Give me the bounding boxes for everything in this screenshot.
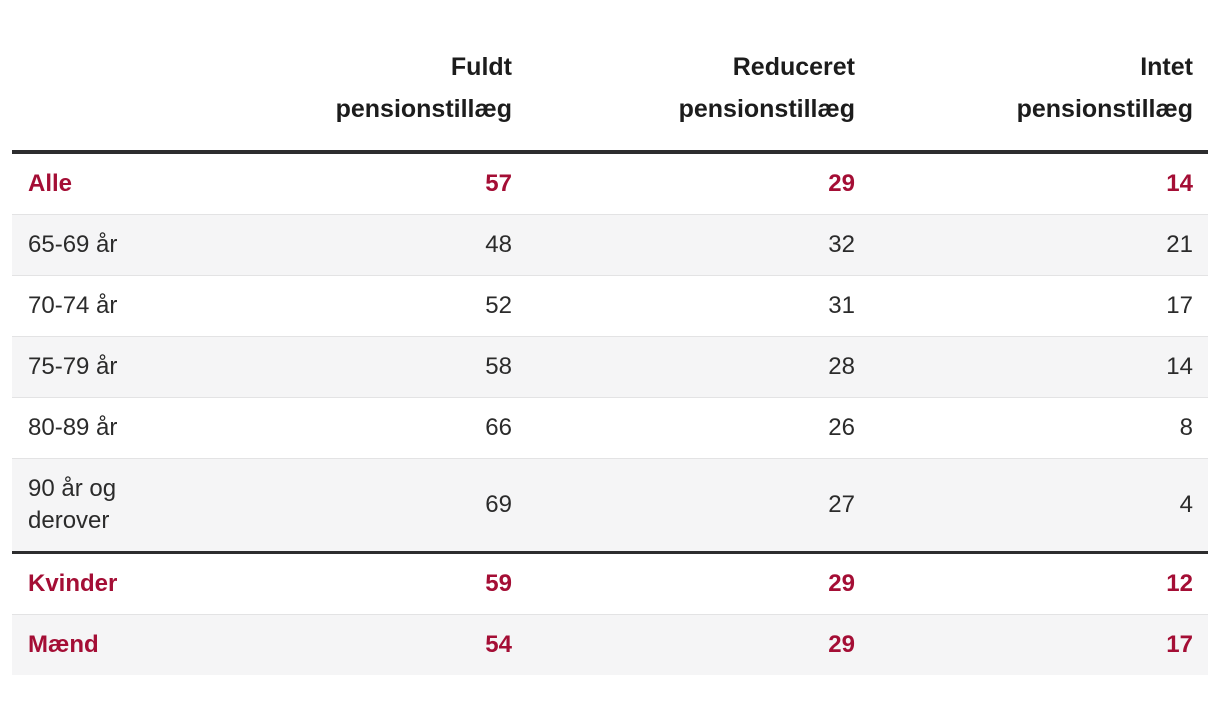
cell-value: 29 bbox=[512, 614, 855, 675]
cell-value: 12 bbox=[1166, 570, 1193, 597]
row-label: 80-89 år bbox=[12, 397, 162, 459]
cell-value: 57 bbox=[485, 170, 512, 197]
cell-value: 69 bbox=[162, 458, 512, 554]
table-row-maend: Mænd 54 29 17 bbox=[12, 614, 1208, 675]
cell-value: 26 bbox=[512, 397, 855, 459]
cell-value: 54 bbox=[162, 614, 512, 675]
cell-value: 17 bbox=[855, 614, 1208, 675]
row-label: Alle bbox=[28, 170, 73, 197]
table-row-90-plus: 90 år og derover 69 27 4 bbox=[12, 458, 1208, 554]
table-row-70-74: 70-74 år 52 31 17 bbox=[12, 275, 1208, 337]
header-row: Fuldt pensionstillæg Reduceret pensionst… bbox=[12, 36, 1208, 154]
cell-value: 31 bbox=[512, 275, 855, 337]
row-label: 65-69 år bbox=[12, 214, 162, 276]
cell-value: 59 bbox=[485, 570, 512, 597]
pension-supplement-table: Fuldt pensionstillæg Reduceret pensionst… bbox=[12, 36, 1208, 675]
cell-value: 4 bbox=[855, 458, 1208, 554]
cell-value: 48 bbox=[162, 214, 512, 276]
cell-value: 66 bbox=[162, 397, 512, 459]
table-body: Alle 57 29 14 65-69 år 48 32 21 70-74 år… bbox=[12, 152, 1208, 675]
row-label: 90 år og derover bbox=[12, 458, 162, 554]
cell-value: 29 bbox=[828, 570, 855, 597]
stub-header bbox=[12, 36, 162, 154]
cell-value: 14 bbox=[1166, 170, 1193, 197]
cell-value: 58 bbox=[162, 336, 512, 398]
table-row-kvinder: Kvinder 59 29 12 bbox=[12, 553, 1208, 615]
column-header-intet-pensionstillaeg: Intet pensionstillæg bbox=[855, 36, 1208, 154]
cell-value: 14 bbox=[855, 336, 1208, 398]
table-row-alle: Alle 57 29 14 bbox=[12, 152, 1208, 215]
column-header-reduceret-pensionstillaeg: Reduceret pensionstillæg bbox=[512, 36, 855, 154]
row-label: Mænd bbox=[12, 614, 162, 675]
cell-value: 28 bbox=[512, 336, 855, 398]
cell-value: 27 bbox=[512, 458, 855, 554]
cell-value: 52 bbox=[162, 275, 512, 337]
cell-value: 29 bbox=[828, 170, 855, 197]
cell-value: 32 bbox=[512, 214, 855, 276]
cell-value: 17 bbox=[855, 275, 1208, 337]
column-header-fuldt-pensionstillaeg: Fuldt pensionstillæg bbox=[162, 36, 512, 154]
table-row-80-89: 80-89 år 66 26 8 bbox=[12, 397, 1208, 459]
table-row-75-79: 75-79 år 58 28 14 bbox=[12, 336, 1208, 398]
table-header: Fuldt pensionstillæg Reduceret pensionst… bbox=[12, 36, 1208, 154]
cell-value: 8 bbox=[855, 397, 1208, 459]
row-label: 75-79 år bbox=[12, 336, 162, 398]
table-row-65-69: 65-69 år 48 32 21 bbox=[12, 214, 1208, 276]
cell-value: 21 bbox=[855, 214, 1208, 276]
row-label: Kvinder bbox=[28, 570, 118, 597]
row-label: 70-74 år bbox=[12, 275, 162, 337]
